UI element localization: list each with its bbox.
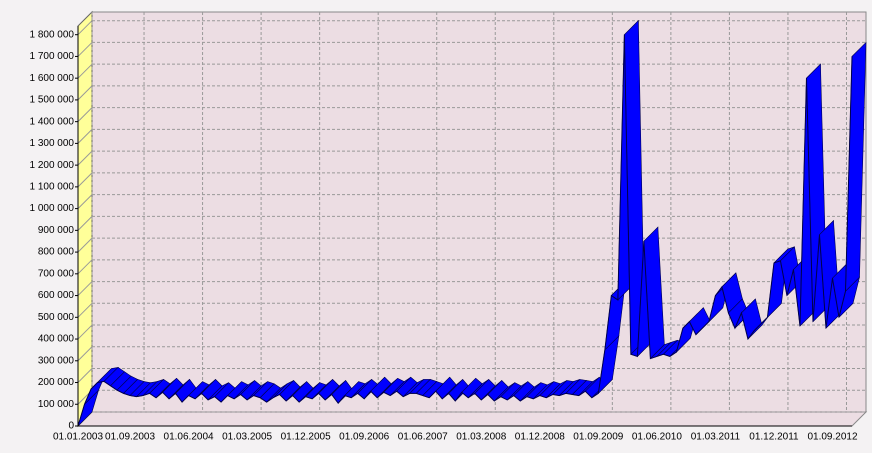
grid-line	[77, 281, 93, 296]
y-tick-label: 300 000	[38, 355, 75, 366]
grid-line	[77, 259, 93, 275]
y-tick-label: 200 000	[38, 377, 75, 388]
y-tick-label: 1 200 000	[30, 160, 75, 171]
grid-line	[77, 324, 93, 340]
y-tick-label: 600 000	[38, 290, 75, 301]
x-tick-label: 01.09.2006	[339, 432, 389, 443]
grid-line	[77, 346, 93, 362]
grid-line	[77, 107, 93, 123]
grid-line	[77, 194, 93, 209]
grid-line	[77, 85, 93, 101]
x-tick-label: 01.12.2008	[515, 432, 565, 443]
x-tick-label: 01.01.2003	[53, 432, 103, 443]
y-tick-label: 1 500 000	[30, 95, 75, 106]
y-tick-label: 100 000	[38, 399, 75, 410]
x-tick-label: 01.03.2005	[222, 432, 272, 443]
x-tick-label: 01.06.2007	[398, 432, 448, 443]
grid-line	[77, 129, 93, 144]
x-tick-label: 01.09.2003	[105, 432, 155, 443]
x-tick-label: 01.12.2011	[749, 432, 799, 443]
y-tick-label: 900 000	[38, 225, 75, 236]
x-tick-label: 01.06.2004	[164, 432, 214, 443]
y-tick-label: 400 000	[38, 334, 75, 345]
grid-line	[77, 237, 93, 253]
y-tick-label: 800 000	[38, 247, 75, 258]
y-tick-label: 500 000	[38, 312, 75, 323]
y-tick-label: 700 000	[38, 268, 75, 279]
grid-line	[77, 368, 93, 383]
floor	[76, 411, 868, 427]
back-wall	[91, 11, 867, 413]
grid-line	[77, 150, 93, 166]
y-tick-label: 1 000 000	[30, 203, 75, 214]
x-tick-label: 01.09.2009	[573, 432, 623, 443]
grid-line	[77, 42, 93, 57]
grid-line	[77, 172, 93, 188]
y-tick-label: 1 100 000	[30, 182, 75, 193]
x-tick-label: 01.03.2011	[691, 432, 741, 443]
grid-line	[77, 302, 93, 318]
x-tick-label: 01.06.2010	[632, 432, 682, 443]
grid-line	[77, 20, 93, 36]
grid-line	[77, 215, 93, 231]
y-tick-label: 1 700 000	[30, 51, 75, 62]
y-tick-label: 1 800 000	[30, 29, 75, 40]
grid-line	[77, 63, 93, 79]
x-tick-label: 01.03.2008	[456, 432, 506, 443]
ribbon-front-edge	[77, 34, 853, 427]
y-tick-label: 1 300 000	[30, 138, 75, 149]
x-tick-label: 01.12.2005	[281, 432, 331, 443]
y-tick-label: 0	[68, 421, 74, 432]
y-tick-label: 1 600 000	[30, 73, 75, 84]
x-tick-label: 01.09.2012	[807, 432, 857, 443]
y-tick-label: 1 400 000	[30, 116, 75, 127]
